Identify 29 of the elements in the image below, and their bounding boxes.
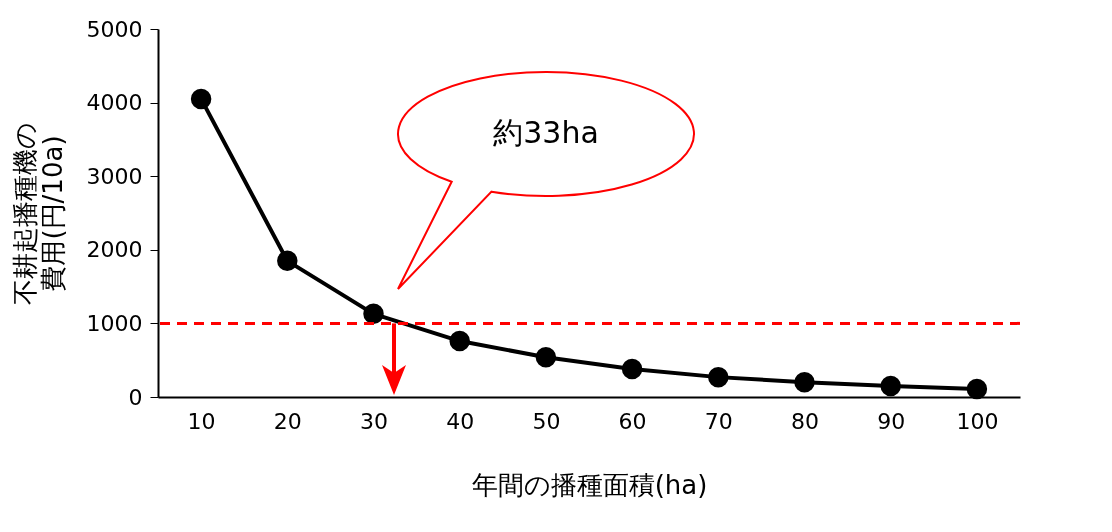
y-tick-label: 1000 [86,310,143,336]
x-tick-label: 10 [187,408,216,434]
x-tick-label: 40 [446,408,475,434]
y-tick-label: 5000 [86,16,143,42]
point [621,358,643,380]
point [794,372,815,393]
x-axis-title: 年間の播種面積(ha) [471,469,708,500]
x-tick-label: 70 [704,408,733,434]
point [880,375,901,397]
point [708,366,729,388]
x-tick-label: 50 [532,408,561,434]
x-tick-label: 30 [360,408,388,434]
x-tick-label: 60 [618,408,647,434]
y-tick-label: 3000 [86,163,143,189]
x-tick-label: 90 [877,408,906,434]
x-tick-label: 100 [956,408,999,434]
point [363,303,384,325]
y-tick-label: 2000 [86,237,143,263]
point [966,378,988,400]
point [277,250,298,272]
point [449,330,470,352]
annotation: 約33ha [493,115,599,150]
point [190,88,212,110]
x-tick-label: 80 [791,408,819,434]
point [535,347,557,368]
y-tick-label: 4000 [86,90,143,116]
x-tick-label: 20 [273,408,302,434]
y-tick-label: 0 [128,384,143,410]
y-axis-title: 不耕起播種機の費用(円/10a) [9,122,68,305]
